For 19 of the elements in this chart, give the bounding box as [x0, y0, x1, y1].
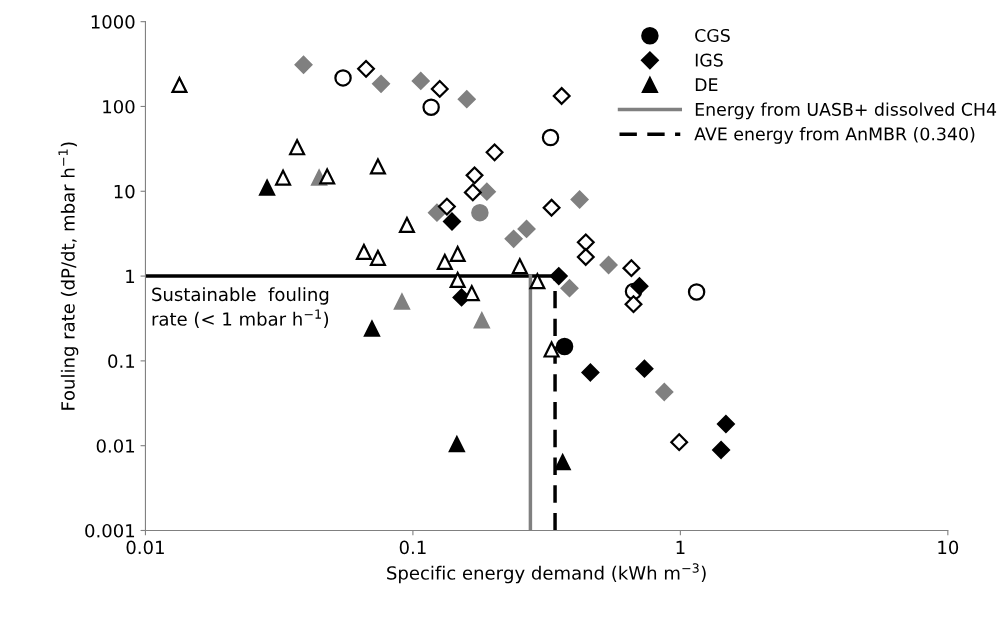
y-tick-label: 1000	[91, 15, 135, 29]
x-tick-label: 1	[676, 540, 685, 554]
y-tick-label: 0.01	[96, 439, 135, 453]
x-tick-label: 0.1	[399, 540, 426, 555]
y-tick-label: 10	[114, 184, 135, 199]
y-tick-label: 0.001	[85, 523, 135, 538]
ref-line-label: Sustainable fouling rate (< 1 mbar h$^{−1}$)	[152, 287, 329, 328]
legend-label: IGS	[695, 53, 723, 67]
legend-label: DE	[695, 78, 718, 92]
y-axis-title: Fouling rate (dP/dt, mbar h$^{−1}$)	[58, 142, 79, 410]
x-tick-label: 10	[938, 540, 959, 555]
x-tick-label: 0.01	[126, 540, 164, 555]
y-tick-label: 100	[103, 99, 135, 114]
x-axis-title: Specific energy demand (kWh m$^{−3}$)	[387, 563, 706, 584]
y-tick-label: 1	[126, 269, 135, 283]
y-tick-label: 0.1	[108, 354, 135, 368]
legend-label: AVE energy from AnMBR (0.340)	[694, 127, 975, 144]
legend-label: CGS	[695, 28, 730, 43]
legend-label: Energy from UASB+ dissolved CH4	[695, 102, 997, 120]
